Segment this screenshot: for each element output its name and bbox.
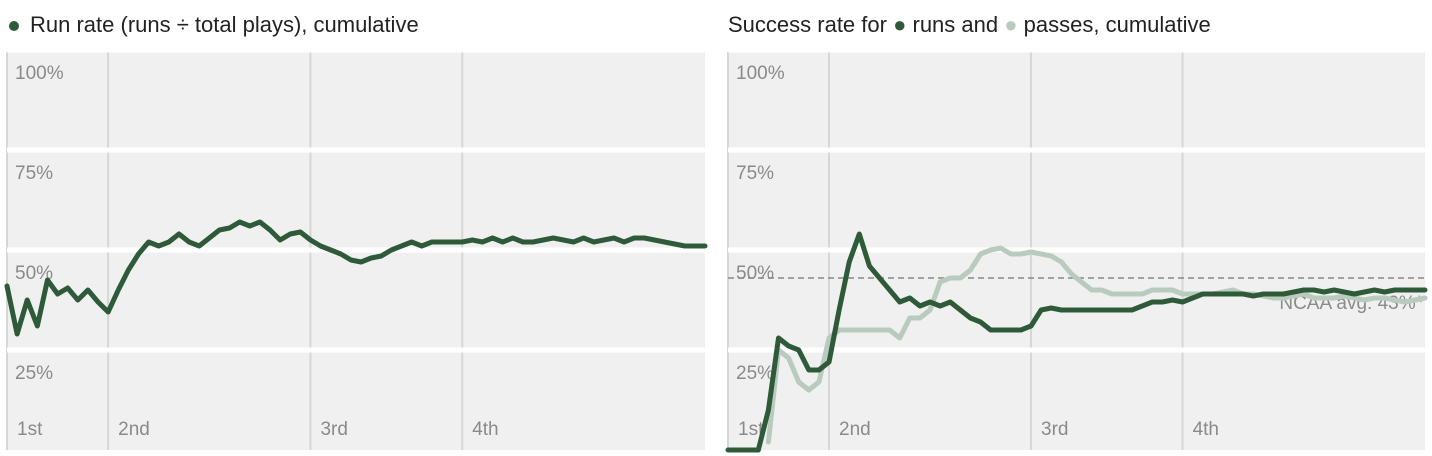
y-tick-label: 100% (736, 63, 785, 84)
chart-title: Success rate for ● runs and ● passes, cu… (728, 12, 1211, 37)
x-tick-label: 3rd (1041, 419, 1068, 440)
legend-dot: ● (1004, 12, 1017, 37)
y-tick-label: 25% (15, 363, 53, 384)
line (725, 231, 1428, 453)
y-tick-label: 75% (736, 163, 774, 184)
x-tick-label: 2nd (839, 419, 871, 440)
line (4, 219, 708, 337)
legend-dot: ● (893, 12, 906, 37)
legend-dot (9, 21, 19, 31)
legend-entry: passes, cumulative (1024, 12, 1211, 37)
title-part: Success rate for (728, 12, 887, 37)
line (765, 245, 1428, 445)
x-tick-label: 2nd (118, 419, 150, 440)
x-tick-label: 3rd (320, 419, 347, 440)
y-tick-label: 50% (736, 263, 774, 284)
y-tick-label: 75% (15, 163, 53, 184)
legend-entry: runs and (913, 12, 999, 37)
x-tick-label: 1st (17, 419, 43, 440)
x-tick-label: 4th (1193, 419, 1219, 440)
chart-title: Run rate (runs ÷ total plays), cumulativ… (30, 12, 419, 37)
x-tick-label: 4th (472, 419, 498, 440)
x-tick-label: 1st (738, 419, 764, 440)
y-tick-label: 100% (15, 63, 64, 84)
y-tick-label: 25% (736, 363, 774, 384)
y-tick-label: 50% (15, 263, 53, 284)
